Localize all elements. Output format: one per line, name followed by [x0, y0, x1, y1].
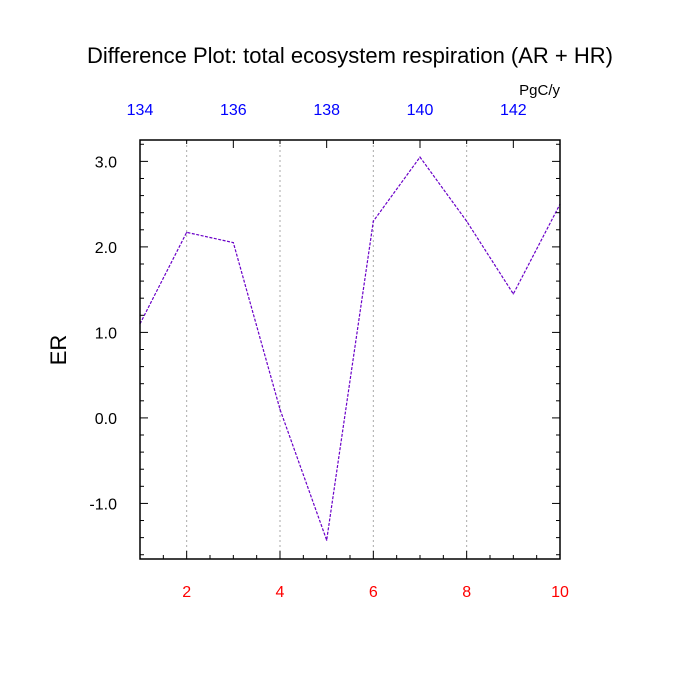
data-point [372, 220, 374, 222]
top-tick-label: 142 [500, 102, 527, 119]
y-tick-label: 3.0 [95, 154, 117, 171]
data-point [326, 539, 328, 541]
chart-title: Difference Plot: total ecosystem respira… [87, 43, 613, 68]
x-tick-label: 4 [276, 584, 285, 601]
grid [186, 140, 468, 559]
tick-labels: 2 4 6 8 10 134 136 138 140 142 -1.0 0.0 1.0 2.0 3.0 [89, 102, 569, 601]
y-tick-label: 2.0 [95, 240, 117, 257]
top-tick-label: 140 [407, 102, 434, 119]
x-tick-label: 8 [462, 584, 471, 601]
y-tick-label: 1.0 [95, 325, 117, 342]
series-line [139, 156, 561, 541]
data-point [186, 231, 188, 233]
data-point [466, 220, 468, 222]
top-axis-units: PgC/y [519, 82, 560, 99]
top-tick-label: 136 [220, 102, 247, 119]
data-point [512, 293, 514, 295]
top-tick-label: 134 [127, 102, 154, 119]
x-tick-label: 10 [551, 584, 569, 601]
data-point [419, 156, 421, 158]
axis-ticks [139, 140, 561, 559]
top-tick-label: 138 [313, 102, 340, 119]
y-tick-label: -1.0 [89, 496, 117, 513]
plot-frame [139, 139, 561, 560]
data-point [232, 242, 234, 244]
x-tick-label: 6 [369, 584, 378, 601]
series-lines [139, 156, 561, 541]
y-tick-label: 0.0 [95, 411, 117, 428]
y-axis-label: ER [46, 335, 71, 366]
data-point [279, 408, 281, 410]
x-tick-label: 2 [182, 584, 191, 601]
